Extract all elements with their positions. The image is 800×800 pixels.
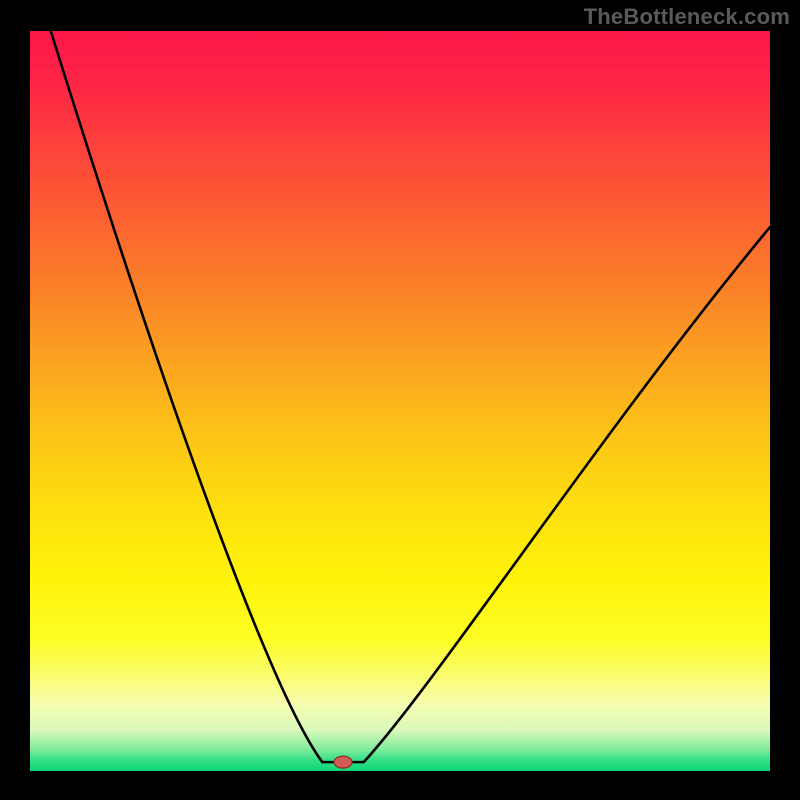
watermark-text: TheBottleneck.com bbox=[584, 4, 790, 30]
optimum-marker bbox=[334, 756, 352, 768]
chart-plot-area bbox=[30, 31, 770, 771]
bottleneck-curve-chart bbox=[30, 31, 770, 771]
gradient-background bbox=[30, 31, 770, 771]
outer-frame: TheBottleneck.com bbox=[0, 0, 800, 800]
